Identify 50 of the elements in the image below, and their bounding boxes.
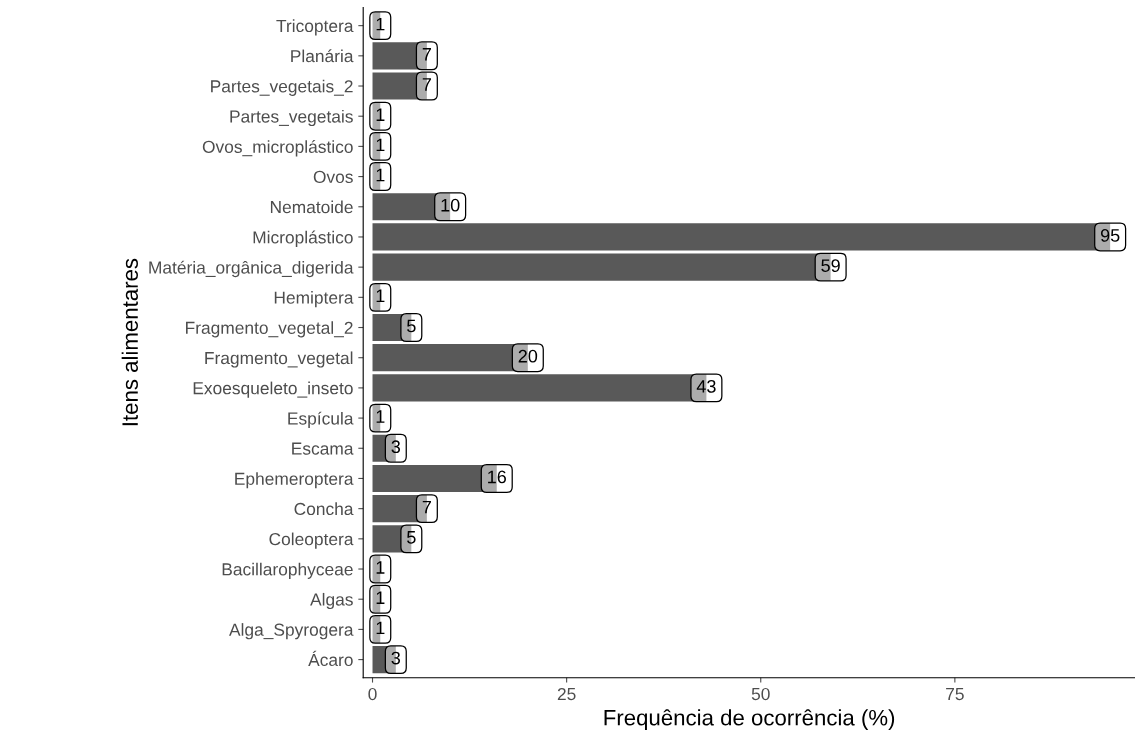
y-tick-label: Ovos_microplástico (202, 140, 353, 157)
data-label: 1 (376, 289, 385, 302)
y-tick-label: Fragmento_vegetal (205, 351, 353, 368)
y-tick-label: Espícula (288, 411, 354, 429)
y-tick-label: Escama (292, 442, 354, 455)
data-label: 95 (1100, 229, 1120, 242)
y-tick-label: Concha (294, 502, 354, 516)
data-label: 3 (391, 440, 401, 454)
y-tick-label: Hemiptera (274, 291, 354, 308)
y-tick-label: Ovos (313, 170, 353, 184)
x-tick-label: 0 (368, 687, 377, 701)
y-axis-title: Itens alimentares (121, 258, 138, 426)
y-tick-label: Alga_Spyrogera (229, 623, 354, 640)
x-axis-title: Frequência de ocorrência (%) (604, 709, 895, 730)
data-label: 10 (441, 198, 460, 212)
y-tick-label: Partes_vegetais_2 (211, 79, 353, 96)
y-tick-label: Coleoptera (269, 532, 354, 549)
y-tick-label: Nematoide (270, 200, 353, 214)
data-label: 5 (407, 531, 416, 544)
data-label: 1 (376, 621, 385, 635)
y-tick-label: Bacillarophyceae (222, 562, 353, 579)
data-label: 7 (422, 48, 431, 61)
data-label: 1 (376, 17, 385, 31)
data-label: 1 (376, 561, 385, 574)
y-tick-label: Microplástico (253, 230, 353, 247)
x-tick-label: 75 (946, 688, 964, 701)
data-label: 7 (422, 500, 431, 514)
data-label: 16 (488, 470, 506, 484)
data-label: 7 (422, 78, 431, 91)
data-label: 1 (376, 410, 385, 423)
data-label: 1 (376, 591, 385, 604)
data-label: 1 (376, 108, 385, 121)
data-label: 20 (518, 349, 538, 363)
y-tick-label: Algas (310, 592, 353, 610)
data-label: 3 (391, 651, 401, 665)
y-tick-label: Fragmento_vegetal_2 (186, 321, 353, 338)
x-tick-label: 25 (557, 687, 576, 701)
y-tick-label: Tricoptera (276, 19, 354, 36)
data-label: 5 (407, 319, 416, 333)
data-label: 1 (376, 138, 385, 152)
data-label: 1 (376, 168, 385, 182)
y-tick-label: Ácaro (308, 650, 353, 667)
data-label: 43 (696, 379, 716, 393)
y-tick-label: Exoesqueleto_inseto (193, 381, 353, 398)
y-tick-label: Ephemeroptera (235, 472, 354, 489)
y-tick-label: Matéria_orgânica_digerida (149, 260, 354, 278)
y-tick-label: Planária (291, 49, 354, 63)
data-label: 59 (821, 259, 840, 272)
y-tick-label: Partes_vegetais (230, 109, 353, 127)
x-tick-label: 50 (751, 687, 770, 701)
